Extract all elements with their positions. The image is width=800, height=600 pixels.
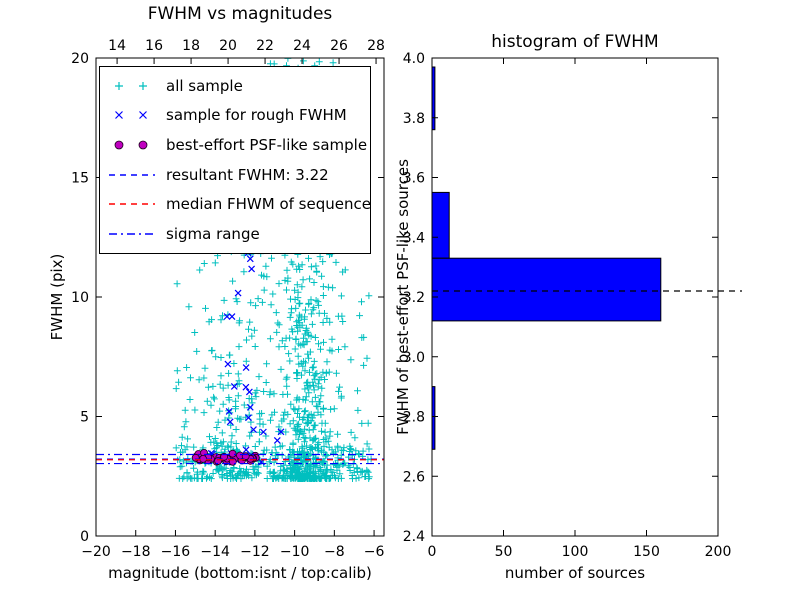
plus-markers-icon: [115, 81, 147, 90]
blue-dashed-line-icon: [109, 174, 155, 176]
right-plot-xlabel: number of sources: [504, 564, 646, 582]
svg-text:−12: −12: [240, 544, 270, 560]
svg-text:−20: −20: [81, 544, 111, 560]
legend-label: resultant FWHM: 3.22: [166, 165, 329, 184]
legend-item-median-fwhm: median FHWM of sequence: [106, 190, 371, 218]
svg-text:−16: −16: [161, 544, 191, 560]
right-plot-title: histogram of FWHM: [491, 32, 659, 52]
svg-text:2.4: 2.4: [403, 529, 425, 545]
right-plot-ylabel: FWHM of best-effort PSF-like sources: [394, 159, 412, 435]
histogram-data: [431, 66, 742, 450]
axes: −20 −18 −16 −14 −12 −10 −8 −6 14 16 18 20 22 24 26 28 0 5…: [71, 38, 731, 560]
hist-bar: [431, 191, 450, 259]
left-plot-title: FWHM vs magnitudes: [147, 4, 333, 24]
legend-item-psf-sample: best-effort PSF-like sample: [106, 131, 368, 159]
legend-label: sigma range: [166, 225, 260, 244]
svg-text:14: 14: [108, 38, 126, 54]
legend-item-resultant-fwhm: resultant FWHM: 3.22: [106, 161, 364, 189]
circle-markers-icon: [114, 140, 148, 150]
svg-text:−18: −18: [121, 544, 151, 560]
svg-text:16: 16: [145, 38, 163, 54]
legend-item-all-sample: all sample: [106, 72, 364, 100]
left-plot-xlabel: magnitude (bottom:isnt / top:calib): [108, 564, 372, 582]
legend-item-rough-fwhm: sample for rough FWHM: [106, 101, 364, 129]
svg-text:−6: −6: [364, 544, 385, 560]
red-dashed-line-icon: [109, 203, 155, 206]
svg-text:0: 0: [428, 544, 437, 560]
svg-text:10: 10: [71, 290, 89, 306]
legend-label: median FHWM of sequence: [166, 195, 371, 214]
svg-text:100: 100: [562, 544, 589, 560]
hist-bar: [431, 257, 662, 322]
svg-text:3.2: 3.2: [403, 290, 425, 306]
scatter-plot-data: [96, 58, 384, 482]
legend-label: all sample: [166, 76, 243, 95]
svg-text:150: 150: [633, 544, 660, 560]
svg-text:3.6: 3.6: [403, 171, 425, 187]
svg-text:15: 15: [71, 171, 89, 187]
left-plot-ylabel: FWHM (pix): [48, 253, 66, 341]
svg-text:3.4: 3.4: [403, 230, 425, 246]
svg-text:2.8: 2.8: [403, 410, 425, 426]
svg-text:5: 5: [80, 410, 89, 426]
svg-text:3.0: 3.0: [403, 350, 425, 366]
svg-text:−8: −8: [324, 544, 345, 560]
svg-text:26: 26: [330, 38, 348, 54]
svg-text:−10: −10: [280, 544, 310, 560]
svg-text:50: 50: [495, 544, 513, 560]
svg-text:0: 0: [80, 529, 89, 545]
svg-text:22: 22: [256, 38, 274, 54]
svg-text:4.0: 4.0: [403, 51, 425, 67]
legend: all sample sample for rough FWHM best-ef…: [99, 66, 371, 254]
legend-item-sigma-range: sigma range: [106, 220, 364, 248]
svg-text:200: 200: [705, 544, 732, 560]
svg-text:−14: −14: [200, 544, 230, 560]
legend-label: sample for rough FWHM: [166, 106, 347, 125]
svg-text:20: 20: [71, 51, 89, 67]
svg-text:18: 18: [182, 38, 200, 54]
svg-text:2.6: 2.6: [403, 469, 425, 485]
svg-text:3.8: 3.8: [403, 111, 425, 127]
legend-label: best-effort PSF-like sample: [166, 136, 368, 155]
svg-text:24: 24: [293, 38, 311, 54]
x-markers-icon: [115, 111, 147, 120]
dashdot-line-icon: [109, 233, 155, 235]
svg-text:20: 20: [219, 38, 237, 54]
svg-text:28: 28: [367, 38, 385, 54]
